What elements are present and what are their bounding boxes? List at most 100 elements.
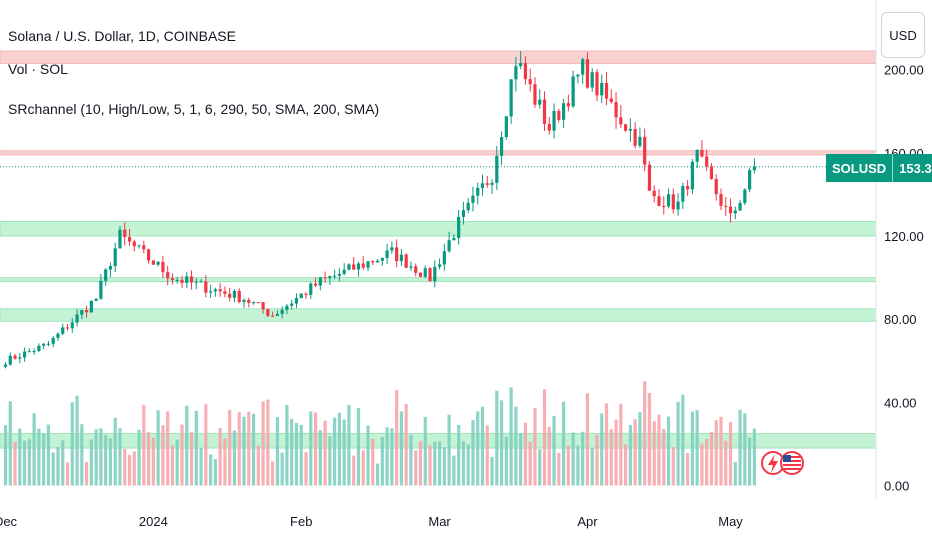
candle-body — [232, 290, 237, 298]
candle-body — [304, 293, 308, 295]
candle-body — [485, 183, 489, 185]
candle-body — [700, 149, 704, 157]
candle-body — [347, 264, 351, 270]
candle-body — [581, 59, 585, 75]
candle-body — [371, 261, 375, 263]
volume-bar — [232, 430, 237, 486]
candle-body — [156, 261, 160, 265]
volume-bar — [271, 461, 275, 486]
candle-body — [504, 116, 508, 138]
volume-bar — [466, 444, 470, 486]
candle-body — [557, 110, 561, 120]
candle-body — [652, 190, 656, 197]
candle-body — [585, 59, 590, 88]
volume-bar — [65, 462, 70, 486]
volume-bar — [266, 399, 270, 486]
volume-bar — [604, 403, 609, 486]
lightning-glyph — [768, 454, 778, 473]
volume-bar — [385, 427, 389, 486]
candle-body — [457, 216, 461, 239]
candle-body — [614, 101, 618, 118]
volume-bar — [504, 436, 508, 486]
candle-body — [724, 205, 728, 207]
volume-bar — [147, 431, 151, 486]
volume-bar — [328, 436, 332, 486]
candle-body — [480, 183, 485, 188]
volume-bar — [89, 439, 93, 486]
candle-body — [256, 302, 260, 304]
candle-body — [132, 241, 136, 247]
volume-bar — [581, 431, 585, 486]
candle-body — [752, 166, 756, 171]
volume-bar — [561, 401, 566, 486]
candle-body — [13, 355, 17, 359]
candle-body — [447, 240, 451, 252]
candle-body — [113, 248, 117, 267]
volume-bar — [499, 400, 504, 486]
volume-bar — [418, 441, 423, 486]
candle-body — [375, 260, 380, 263]
support-zone-2 — [0, 221, 877, 237]
flag-stripe — [783, 464, 801, 466]
candle-body — [56, 333, 60, 338]
volume-bar — [75, 395, 79, 486]
volume-bar — [409, 434, 413, 486]
candle-body — [499, 137, 504, 156]
volume-bar — [480, 406, 485, 486]
candle-body — [22, 351, 27, 358]
candle-body — [94, 298, 98, 301]
ticker-price: 153.32 — [892, 154, 932, 182]
volume-bar — [695, 410, 699, 486]
y-tick-label: 40.00 — [884, 395, 917, 410]
volume-bar — [347, 404, 351, 486]
candle-body — [84, 310, 89, 313]
volume-bar — [576, 445, 580, 486]
candle-body — [8, 355, 12, 365]
volume-bar — [185, 405, 189, 486]
candle-body — [399, 254, 404, 262]
volume-bar — [251, 413, 256, 486]
volume-bar — [56, 446, 60, 486]
volume-bar — [609, 429, 613, 486]
volume-bar — [666, 416, 671, 486]
volume-bar — [261, 401, 265, 486]
candle-body — [528, 79, 532, 85]
volume-bar — [213, 458, 217, 486]
candle-body — [714, 178, 718, 195]
volume-bar — [614, 419, 618, 486]
volume-bar — [223, 438, 227, 486]
volume-bar — [390, 428, 394, 486]
volume-bar — [724, 440, 728, 486]
candle-body — [18, 357, 22, 359]
candle-body — [728, 206, 733, 214]
volume-bar — [228, 410, 232, 486]
candle-body — [237, 290, 241, 303]
volume-bar — [514, 406, 518, 486]
volume-legend: Vol · SOL — [8, 61, 68, 77]
candle-body — [280, 309, 284, 314]
flag-stripe — [783, 468, 801, 470]
candle-body — [352, 264, 356, 270]
volume-bar — [619, 403, 623, 486]
volume-bar — [748, 437, 752, 486]
volume-bar — [395, 389, 399, 486]
x-tick-label: Dec — [0, 514, 18, 529]
currency-button[interactable]: USD — [881, 12, 925, 58]
candle-body — [356, 263, 361, 270]
candle-body — [309, 283, 313, 295]
volume-bar — [337, 412, 341, 486]
candle-body — [333, 275, 337, 277]
volume-bar — [237, 411, 241, 486]
candle-body — [428, 268, 432, 282]
volume-bar — [490, 456, 494, 486]
candle-body — [42, 343, 46, 346]
volume-bar — [585, 393, 590, 486]
volume-bar — [137, 429, 141, 486]
candle-body — [199, 281, 203, 283]
candle-body — [261, 302, 265, 310]
volume-bar — [457, 424, 461, 486]
candle-body — [228, 293, 232, 298]
volume-bar — [528, 441, 532, 486]
candle-body — [561, 103, 566, 120]
